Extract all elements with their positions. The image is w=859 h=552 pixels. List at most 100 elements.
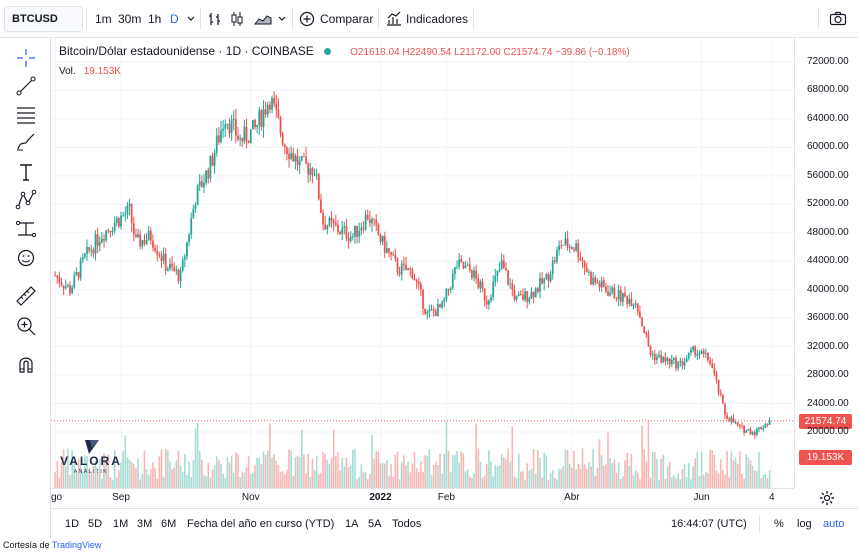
- volume-bar: [730, 451, 733, 488]
- price-chart[interactable]: [51, 38, 794, 488]
- candle-body: [581, 260, 584, 262]
- candle-body: [243, 126, 246, 142]
- volume-bar: [560, 468, 563, 488]
- volume-bar: [717, 473, 720, 488]
- volume-bar: [481, 477, 484, 488]
- volume-bar: [545, 455, 548, 488]
- range-1m-button[interactable]: 1M: [113, 518, 129, 530]
- auto-scale-toggle[interactable]: auto: [823, 518, 845, 530]
- range-1d-button[interactable]: 1D: [65, 518, 80, 530]
- volume-bar: [213, 465, 216, 488]
- tradingview-link[interactable]: TradingView: [51, 540, 102, 550]
- candle-body: [619, 289, 622, 302]
- measure-icon[interactable]: [14, 217, 38, 241]
- candle-body: [77, 272, 80, 278]
- volume-bar: [758, 452, 760, 488]
- trend-line-icon[interactable]: [14, 74, 38, 98]
- range-6m-button[interactable]: 6M: [161, 518, 177, 530]
- indicators-icon[interactable]: [386, 0, 402, 38]
- price-tick-label: 32000.00: [807, 340, 849, 352]
- volume-bar: [400, 461, 403, 488]
- volume-bar: [719, 459, 722, 488]
- camera-icon[interactable]: [829, 0, 847, 38]
- candle-body: [498, 269, 501, 271]
- volume-bar: [647, 420, 650, 488]
- candle-body: [651, 353, 654, 355]
- candle-body: [279, 117, 282, 134]
- magnet-icon[interactable]: [14, 352, 38, 376]
- volume-bar: [209, 477, 212, 488]
- volume-bar: [64, 466, 67, 488]
- candle-body: [539, 278, 541, 292]
- volume-bar: [256, 457, 258, 488]
- volume-bar: [556, 479, 558, 488]
- candle-body: [192, 208, 195, 219]
- volume-bar: [573, 450, 575, 488]
- candle-body: [507, 270, 509, 285]
- gear-icon[interactable]: [818, 489, 836, 507]
- time-scale[interactable]: go Sep Nov 2022 Feb Abr Jun 4: [51, 488, 794, 508]
- candle-body: [311, 168, 314, 176]
- interval-1h-button[interactable]: 1h: [148, 12, 162, 26]
- price-scale[interactable]: 21574.74 19.153K 72000.00 68000.00 64000.0…: [794, 38, 859, 488]
- candle-body: [636, 303, 639, 312]
- chart-canvas[interactable]: Bitcoin/Dólar estadounidense · 1D · COIN…: [51, 38, 794, 488]
- zoom-in-icon[interactable]: [14, 314, 38, 338]
- range-1a-button[interactable]: 1A: [345, 518, 359, 530]
- compare-button[interactable]: Comparar: [320, 12, 374, 26]
- brush-icon[interactable]: [14, 130, 38, 154]
- volume-legend[interactable]: Vol. 19.153K: [59, 66, 121, 77]
- chevron-down-icon[interactable]: [186, 0, 196, 38]
- fib-icon[interactable]: [14, 102, 38, 126]
- range-3m-button[interactable]: 3M: [137, 518, 153, 530]
- candle-body: [296, 155, 299, 166]
- volume-bar: [475, 423, 477, 488]
- volume-bar: [449, 471, 452, 488]
- volume-bar: [90, 471, 93, 488]
- range-ytd-button[interactable]: Fecha del año en curso (YTD): [187, 518, 335, 530]
- interval-30m-button[interactable]: 30m: [118, 12, 142, 26]
- open-key: O: [350, 47, 358, 58]
- candle-body: [560, 245, 563, 247]
- log-scale-toggle[interactable]: log: [797, 518, 812, 530]
- interval-1m-button[interactable]: 1m: [95, 12, 112, 26]
- symbol-search-input[interactable]: BTCUSD: [4, 6, 83, 32]
- candle-body: [241, 138, 244, 142]
- candle-body: [528, 298, 531, 302]
- price-tick-label: 60000.00: [807, 141, 849, 153]
- candle-body: [96, 234, 99, 246]
- clock-utc[interactable]: 16:44:07 (UTC): [671, 518, 747, 530]
- volume-bar: [386, 459, 388, 488]
- emoji-icon[interactable]: [14, 246, 38, 270]
- candle-body: [683, 361, 686, 366]
- interval-d-button[interactable]: D: [170, 12, 179, 26]
- volume-bar: [619, 478, 622, 488]
- candle-body: [207, 170, 210, 179]
- time-tick-label: Feb: [437, 492, 455, 503]
- range-5a-button[interactable]: 5A: [368, 518, 382, 530]
- price-tick-label: 56000.00: [807, 169, 849, 181]
- range-5d-button[interactable]: 5D: [88, 518, 103, 530]
- percent-scale-toggle[interactable]: %: [774, 518, 784, 530]
- volume-bar: [705, 471, 707, 488]
- range-all-button[interactable]: Todos: [392, 518, 422, 530]
- candle-body: [675, 358, 677, 369]
- plus-circle-icon[interactable]: [299, 0, 315, 38]
- time-tick-label: go: [51, 492, 63, 503]
- text-icon[interactable]: [14, 160, 38, 184]
- bar-style-icon[interactable]: [208, 0, 222, 38]
- indicators-button[interactable]: Indicadores: [406, 12, 469, 26]
- candle-body: [628, 298, 631, 304]
- chevron-down-icon[interactable]: [277, 0, 287, 38]
- candle-body: [704, 353, 707, 354]
- volume-bar: [503, 457, 505, 488]
- ruler-icon[interactable]: [14, 284, 38, 308]
- area-icon[interactable]: [254, 0, 272, 38]
- symbol-title[interactable]: Bitcoin/Dólar estadounidense · 1D · COIN…: [59, 44, 314, 58]
- candle-body: [753, 432, 756, 436]
- crosshair-icon[interactable]: [14, 46, 38, 70]
- candle-body: [621, 292, 624, 302]
- candles-icon[interactable]: [230, 0, 244, 38]
- volume-bar: [164, 449, 167, 488]
- pattern-icon[interactable]: [14, 188, 38, 212]
